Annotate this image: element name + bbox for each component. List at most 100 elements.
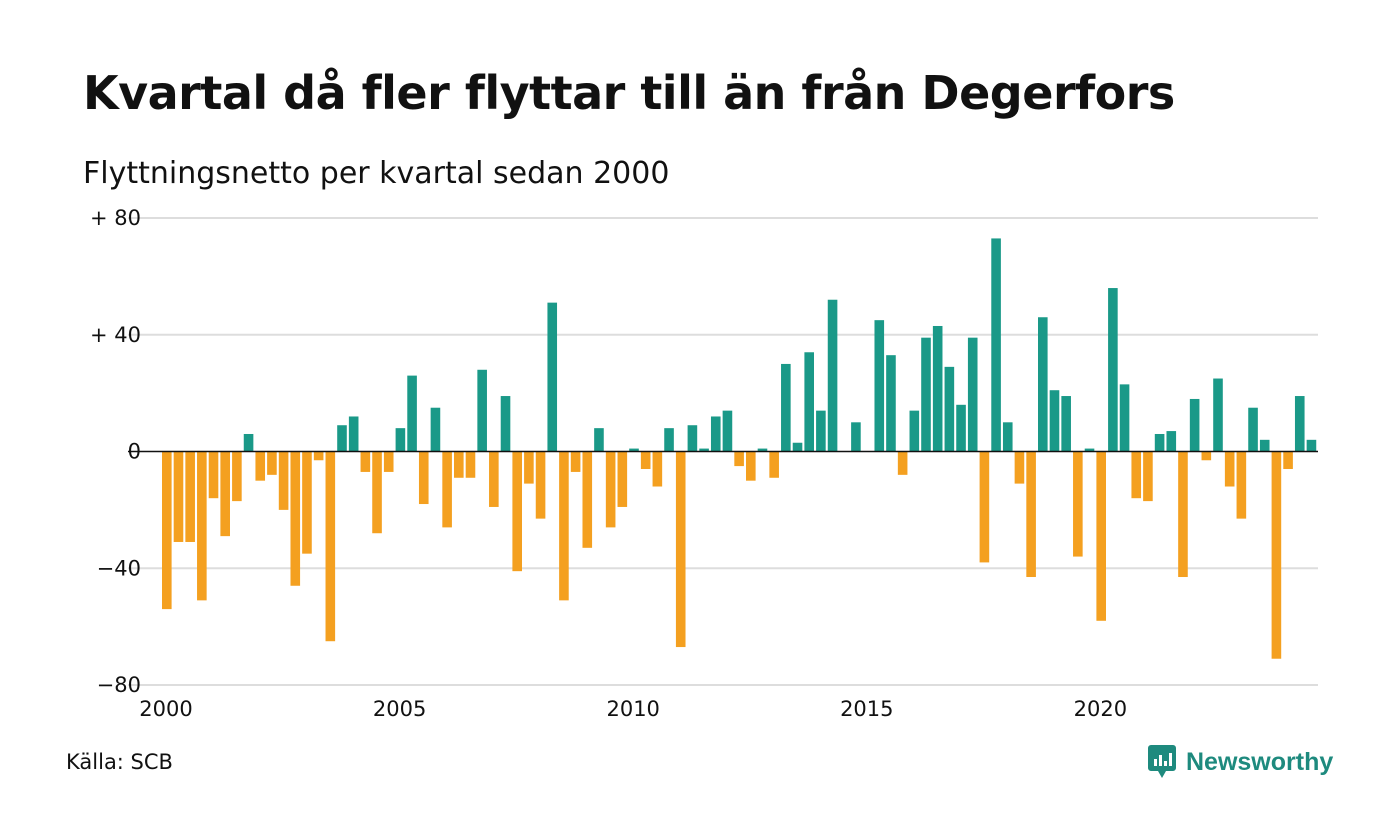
bar [348,416,359,452]
bar [617,451,628,507]
x-tick-label: 2000 [139,697,192,721]
newsworthy-logo-icon [1148,745,1176,778]
bar [325,451,336,642]
bar [489,451,499,507]
bar [477,369,487,452]
bar [255,451,266,481]
bar [699,448,709,452]
bar [675,451,686,648]
x-tick-label: 2020 [1074,697,1127,721]
bar [746,451,756,481]
bars [162,238,1317,659]
bar [524,451,534,484]
bar [232,451,242,502]
bar [1026,451,1036,578]
bar [197,451,207,601]
bar [430,407,441,452]
bar [1014,451,1025,484]
bar [1038,317,1048,452]
bar [1108,288,1118,452]
bar [1049,390,1060,452]
x-tick-label: 2005 [373,697,426,721]
bar [1061,396,1071,452]
bar [687,425,698,452]
bar [664,428,674,452]
bar [652,451,663,487]
brand-logo[interactable]: Newsworthy [1148,744,1333,780]
bar [979,451,990,563]
bar [944,366,955,452]
bar [827,299,838,452]
bar [162,451,172,610]
bar [1178,451,1188,578]
bar [208,451,219,499]
bar [816,410,826,452]
bar [1201,451,1212,461]
bar [1294,396,1305,452]
bar [454,451,464,478]
chart-title: Kvartal då fler flyttar till än från Deg… [83,66,1175,120]
bar [220,451,230,537]
brand-name: Newsworthy [1186,747,1334,776]
bar [185,451,195,542]
bar [956,404,966,452]
bar [173,451,184,542]
bar [967,337,978,452]
y-tick-label: −40 [97,556,141,580]
y-tick-label: −80 [97,673,141,697]
bar [909,410,920,452]
bar [1259,439,1270,452]
bar [372,451,382,534]
source-note: Källa: SCB [66,750,173,774]
bar [337,425,347,452]
bar [710,416,721,452]
bar [991,238,1001,452]
y-tick-label: + 40 [90,323,141,347]
bar [932,325,943,452]
bar [851,422,861,452]
bar [1236,451,1247,519]
bar [769,451,779,478]
bar [1119,384,1130,452]
bar [407,375,417,452]
x-tick-label: 2015 [840,697,893,721]
bar [1224,451,1235,487]
bar [629,448,639,452]
bar [804,352,814,452]
bar [757,448,768,452]
bar [1271,451,1282,659]
y-tick-label: 0 [128,440,141,464]
bar [570,451,581,472]
bar [243,433,254,452]
bar [1306,439,1317,452]
bar [1248,407,1258,452]
y-tick-label: + 80 [90,206,141,230]
bar [640,451,651,470]
x-tick-label: 2010 [606,697,659,721]
bar [874,320,885,452]
bar [1073,451,1083,557]
bar [442,451,452,528]
bar [1154,433,1165,452]
bar [792,442,803,452]
chart-subtitle: Flyttningsnetto per kvartal sedan 2000 [83,156,670,191]
bar [722,410,733,452]
bar [278,451,289,510]
bar [886,355,896,452]
bar [383,451,394,472]
bar [781,363,791,452]
bar [512,451,522,572]
bar [1131,451,1142,499]
bar [734,451,744,467]
bar [1213,378,1223,452]
bar [290,451,301,586]
bar [465,451,476,478]
bar [605,451,616,528]
gridlines [128,217,1318,686]
bar [897,451,908,475]
bar [395,428,406,452]
bar [1096,451,1106,621]
bar [500,396,511,452]
bar [1002,422,1013,452]
